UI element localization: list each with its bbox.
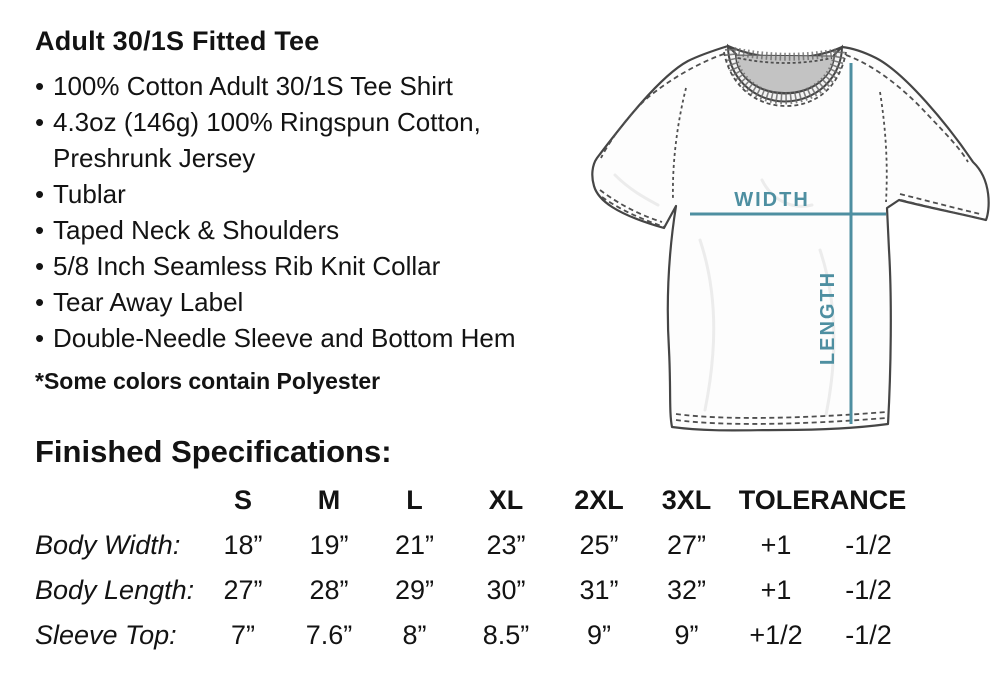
stitch-lines: [599, 51, 983, 425]
bullet-icon: •: [35, 251, 45, 281]
table-cell: 31”: [579, 575, 619, 605]
collar-rib-hatch-top: [733, 47, 839, 61]
table-cell: 23”: [486, 530, 526, 560]
feature-item: • 5/8 Inch Seamless Rib Knit Collar: [35, 248, 515, 284]
bullet-icon: •: [35, 107, 45, 137]
feature-item: • Double-Needle Sleeve and Bottom Hem: [35, 320, 515, 356]
row-label: Sleeve Top:: [35, 620, 177, 650]
feature-item: • 100% Cotton Adult 30/1S Tee Shirt: [35, 68, 515, 104]
bullet-icon: [35, 140, 53, 176]
tolerance-minus-cell: -1/2: [845, 575, 892, 605]
table-cell: 7.6”: [305, 620, 353, 650]
feature-text: 4.3oz (146g) 100% Ringspun Cotton,: [53, 107, 481, 137]
column-header-l: L: [406, 485, 423, 515]
table-cell: 32”: [666, 575, 707, 605]
tolerance-minus-cell: -1/2: [845, 620, 892, 650]
table-cell: 28”: [309, 575, 349, 605]
table-cell: 9”: [586, 620, 611, 650]
tolerance-plus-cell: +1: [760, 575, 792, 605]
feature-item: • 4.3oz (146g) 100% Ringspun Cotton,: [35, 104, 515, 140]
feature-text: Taped Neck & Shoulders: [53, 215, 340, 245]
table-cell: 8”: [402, 620, 427, 650]
bullet-icon: •: [35, 179, 45, 209]
tshirt-body: [591, 44, 990, 432]
table-cell: 27”: [666, 530, 707, 560]
table-cell: 19”: [309, 530, 349, 560]
feature-text: 5/8 Inch Seamless Rib Knit Collar: [53, 251, 441, 281]
wrinkle-lines: [613, 173, 836, 417]
row-label: Body Length:: [35, 575, 195, 605]
column-header-s: S: [233, 485, 252, 515]
table-cell: 29”: [394, 575, 435, 605]
product-title: Adult 30/1S Fitted Tee: [35, 26, 320, 56]
column-header-xl: XL: [488, 485, 524, 515]
feature-text: Preshrunk Jersey: [53, 143, 256, 173]
feature-item: • Tublar: [35, 176, 515, 212]
spec-table: S M L XL 2XL 3XL TOLERANCE Body Width: 1…: [35, 478, 915, 658]
feature-item: • Tear Away Label: [35, 284, 515, 320]
table-cell: 27”: [223, 575, 263, 605]
table-cell: 7”: [230, 620, 255, 650]
specs-heading: Finished Specifications:: [35, 434, 392, 469]
feature-item-wrap: Preshrunk Jersey: [35, 140, 515, 176]
table-cell: 21”: [394, 530, 435, 560]
row-label: Body Width:: [35, 530, 181, 560]
tolerance-plus-cell: +1/2: [749, 620, 803, 650]
table-cell: 25”: [579, 530, 619, 560]
feature-text: Tublar: [53, 179, 126, 209]
table-cell: 8.5”: [482, 620, 530, 650]
tolerance-plus-cell: +1: [760, 530, 792, 560]
bullet-icon: •: [35, 215, 45, 245]
bullet-icon: •: [35, 323, 45, 353]
width-label: WIDTH: [734, 189, 810, 211]
tshirt-diagram: WIDTH LENGTH: [591, 43, 990, 432]
feature-list: • 100% Cotton Adult 30/1S Tee Shirt • 4.3o…: [35, 68, 515, 356]
length-label: LENGTH: [817, 271, 839, 365]
table-cell: 9”: [674, 620, 699, 650]
column-header-m: M: [317, 485, 341, 515]
feature-text: 100% Cotton Adult 30/1S Tee Shirt: [53, 71, 453, 101]
table-corner-cell: [35, 478, 200, 523]
feature-text: Tear Away Label: [53, 287, 244, 317]
column-header-3xl: 3XL: [661, 485, 712, 515]
bullet-icon: •: [35, 287, 45, 317]
table-cell: 18”: [223, 530, 263, 560]
feature-text: Double-Needle Sleeve and Bottom Hem: [53, 323, 516, 353]
tolerance-minus-cell: -1/2: [845, 530, 892, 560]
column-header-2xl: 2XL: [574, 485, 624, 515]
column-header-tolerance: TOLERANCE: [738, 485, 907, 515]
table-cell: 30”: [486, 575, 526, 605]
collar-rib-hatch: [724, 48, 845, 105]
polyester-note: *Some colors contain Polyester: [35, 368, 381, 394]
feature-item: • Taped Neck & Shoulders: [35, 212, 515, 248]
bullet-icon: •: [35, 71, 45, 101]
